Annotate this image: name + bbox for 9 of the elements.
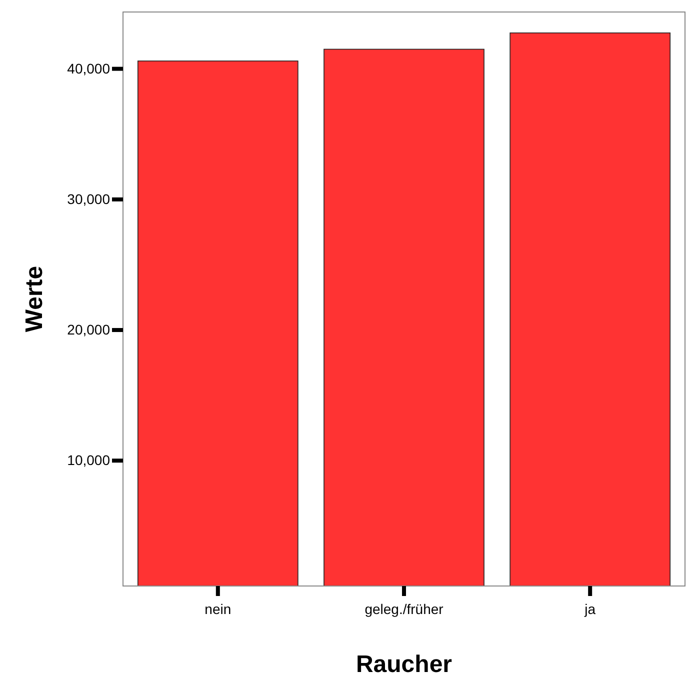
y-tick-label: 10,000 xyxy=(67,452,110,468)
y-tick-label: 20,000 xyxy=(67,322,110,338)
x-axis-title: Raucher xyxy=(356,651,452,675)
y-tick-label: 30,000 xyxy=(67,190,110,207)
x-tick-label: geleg./früher xyxy=(364,600,444,617)
y-axis-title: Werte xyxy=(21,266,48,332)
y-tick-label: 40,000 xyxy=(67,60,110,76)
x-tick-label: nein xyxy=(204,600,232,617)
x-tick-label: ja xyxy=(584,600,596,617)
